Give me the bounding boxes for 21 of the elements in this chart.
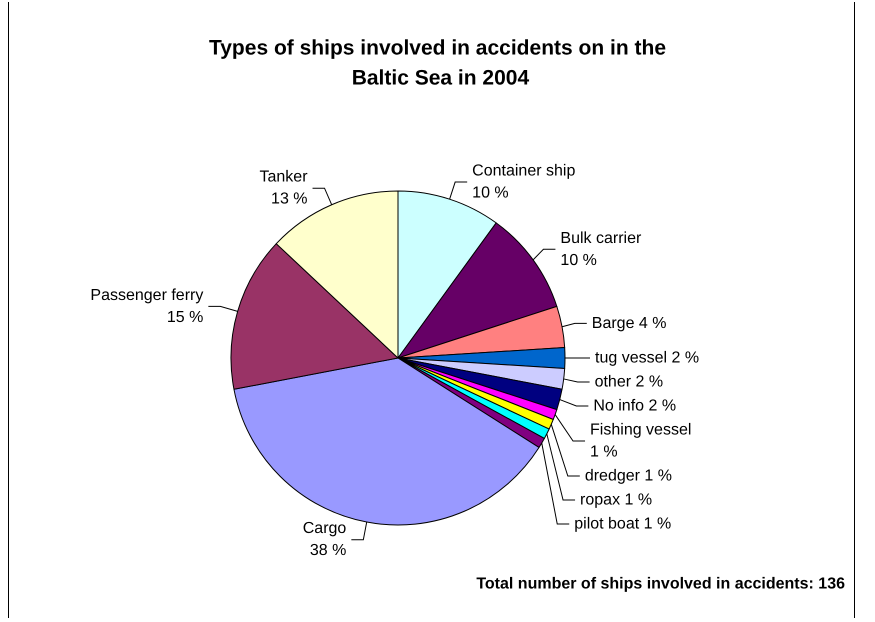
data-label: 10 % (472, 184, 509, 202)
data-label: 38 % (310, 542, 346, 560)
slice-label: pilot boat 1 % (574, 516, 672, 532)
slice-label: Passenger ferry (90, 286, 204, 304)
slice-label: Fishing vessel (590, 422, 692, 438)
slice-label: dredger 1 % (584, 468, 672, 484)
data-label: 15 % (166, 308, 204, 326)
slice-label: Container ship (472, 162, 576, 180)
slice-label: Bulk carrier (560, 230, 642, 247)
slice-label: Barge 4 % (592, 314, 667, 332)
slice-label: No info 2 % (593, 398, 676, 414)
chart-title: Types of ships involved in accidents on in the Baltic Sea in 2004 (208, 36, 666, 90)
data-label: 10 % (560, 252, 597, 269)
data-label: 1 % (590, 444, 618, 460)
text: Total number of ships involved in accidents: 136 (476, 576, 846, 592)
data-label: 13 % (271, 190, 308, 208)
slice-label: ropax 1 % (580, 492, 652, 508)
slice-label: other 2 % (594, 374, 664, 390)
slice-label: Cargo (302, 520, 346, 538)
slice-label: tug vessel 2 % (595, 350, 700, 366)
slice-label: Tanker (259, 168, 308, 186)
